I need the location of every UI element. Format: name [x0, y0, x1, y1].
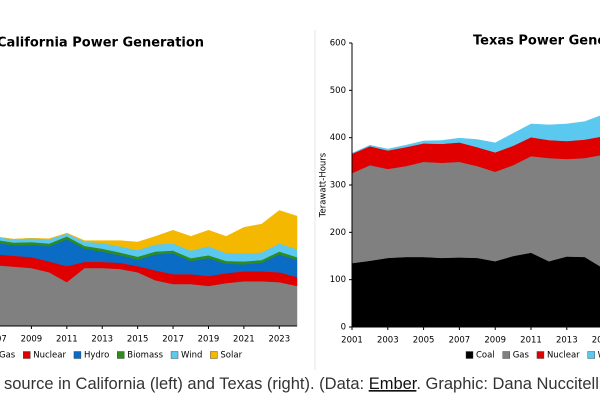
x-tick-label: 2009 — [484, 336, 506, 346]
legend-label: Coal — [476, 351, 495, 361]
legend-swatch — [587, 351, 595, 359]
legend-swatch — [73, 351, 82, 359]
y-tick-label: 200 — [330, 228, 346, 238]
x-tick-label: 2011 — [520, 336, 542, 346]
legend-label: Gas — [513, 351, 530, 361]
caption-link[interactable]: Ember — [369, 375, 418, 393]
legend-swatch — [170, 351, 179, 359]
x-tick-label: 2015 — [127, 335, 149, 345]
chart-title: Texas Power Generation — [473, 34, 600, 49]
legend-swatch — [536, 351, 545, 359]
legend-label: Gas — [0, 351, 16, 361]
y-tick-label: 400 — [330, 133, 346, 143]
chart-title: California Power Generation — [0, 36, 204, 51]
x-tick-label: 2005 — [413, 336, 435, 346]
x-tick-label: 2007 — [0, 335, 7, 345]
caption-text: source in California (left) and Texas (r… — [4, 375, 369, 393]
y-tick-label: 0 — [341, 323, 346, 333]
x-tick-label: 2017 — [162, 335, 184, 345]
x-tick-label: 2011 — [56, 335, 78, 345]
y-tick-label: 500 — [330, 86, 346, 96]
caption-text: . Graphic: Dana Nuccitelli — [416, 375, 600, 393]
caption: source in California (left) and Texas (r… — [4, 375, 600, 393]
legend-label: Hydro — [84, 351, 109, 361]
legend-swatch — [117, 351, 125, 359]
legend-label: Nuclear — [547, 351, 580, 361]
x-tick-label: 2023 — [268, 335, 290, 345]
x-tick-label: 2007 — [449, 336, 471, 346]
y-tick-label: 300 — [330, 181, 346, 191]
x-tick-label: 2013 — [556, 336, 578, 346]
x-tick-label: 2001 — [341, 336, 363, 346]
x-tick-label: 2019 — [198, 335, 220, 345]
legend-label: Nuclear — [33, 351, 66, 361]
x-tick-label: 2015 — [592, 336, 600, 346]
legend-label: Biomass — [127, 351, 163, 361]
y-axis-label: Terawatt-Hours — [319, 152, 329, 218]
legend-label: Wind — [181, 351, 202, 361]
y-tick-label: 100 — [330, 275, 346, 285]
legend-label: Wind — [598, 351, 600, 361]
legend-swatch — [465, 351, 474, 359]
legend-swatch — [502, 351, 510, 359]
x-tick-label: 2013 — [91, 335, 113, 345]
x-tick-label: 2021 — [233, 335, 255, 345]
area — [351, 154, 600, 267]
legend-swatch — [23, 351, 31, 359]
x-tick-label: 2009 — [21, 335, 43, 345]
y-tick-label: 600 — [330, 39, 346, 49]
legend-swatch — [210, 351, 218, 359]
area — [351, 115, 600, 155]
x-tick-label: 2003 — [377, 336, 399, 346]
legend-label: Solar — [220, 351, 242, 361]
area — [0, 210, 298, 254]
area — [351, 252, 600, 328]
